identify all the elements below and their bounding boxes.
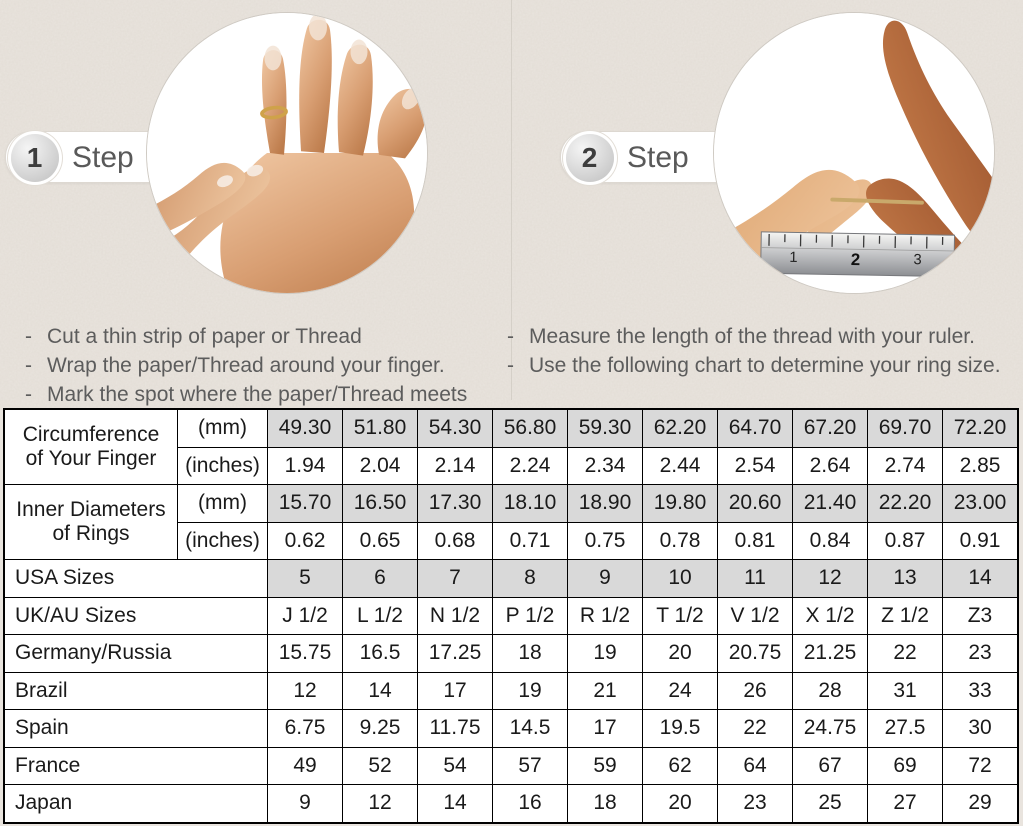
svg-text:3: 3 [913, 252, 921, 268]
svg-text:2: 2 [851, 250, 861, 269]
svg-text:1: 1 [789, 250, 797, 266]
